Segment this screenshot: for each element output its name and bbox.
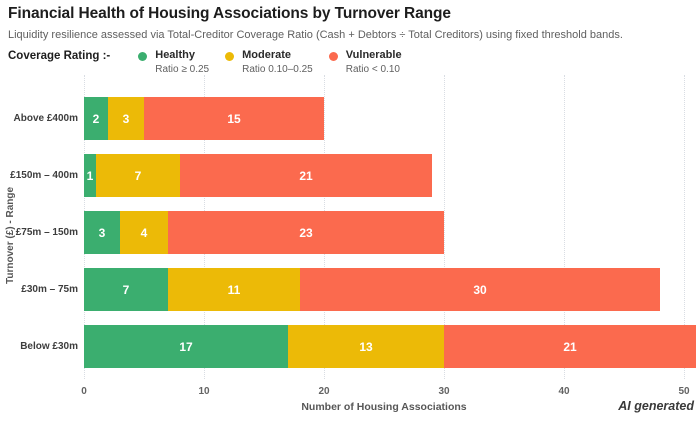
bar-segment-vulnerable: 21 [180, 154, 432, 197]
legend-item-label: Moderate [242, 49, 292, 61]
x-tick-label: 0 [81, 386, 87, 397]
legend-item: Healthy Ratio ≥ 0.25 [138, 49, 209, 75]
bar-row: 1 7 21 [84, 154, 432, 197]
bar-segment-vulnerable: 15 [144, 97, 324, 140]
legend-title: Coverage Rating :- [8, 50, 111, 62]
gridline [564, 75, 565, 379]
legend-item-sublabel: Ratio ≥ 0.25 [155, 64, 210, 75]
legend-item-label: Healthy [155, 49, 195, 61]
bar-row: 7 11 30 [84, 268, 660, 311]
bar-segment-vulnerable: 30 [300, 268, 660, 311]
category-label: £75m – 150m [15, 226, 78, 238]
category-label: Below £30m [20, 340, 78, 352]
bar-segment-moderate: 13 [288, 325, 444, 368]
bar-row: 2 3 15 [84, 97, 324, 140]
y-axis-title: Turnover (£) - Range [5, 186, 16, 284]
bar-segment-moderate: 7 [96, 154, 180, 197]
bar-segment-moderate: 4 [120, 211, 168, 254]
bar-segment-moderate: 11 [168, 268, 300, 311]
category-label: Above £400m [13, 112, 78, 124]
bar-segment-healthy: 17 [84, 325, 288, 368]
x-tick-label: 10 [198, 386, 210, 397]
bar-segment-vulnerable: 23 [168, 211, 444, 254]
legend: Coverage Rating :- Healthy Ratio ≥ 0.25 Mo… [8, 49, 418, 75]
x-tick-label: 40 [558, 386, 570, 397]
gridline [444, 75, 445, 379]
category-label: £30m – 75m [21, 283, 78, 295]
legend-item-sublabel: Ratio < 0.10 [345, 64, 400, 75]
chart-title: Financial Health of Housing Associations… [8, 5, 451, 22]
bar-segment-moderate: 3 [108, 97, 144, 140]
legend-item-text: Vulnerable Ratio < 0.10 [346, 49, 402, 75]
vulnerable-dot-icon [328, 52, 338, 61]
moderate-dot-icon [225, 52, 235, 61]
bar-row: 17 13 21 [84, 325, 696, 368]
legend-item: Moderate Ratio 0.10–0.25 [225, 49, 313, 75]
bar-segment-healthy: 7 [84, 268, 168, 311]
x-tick-label: 30 [438, 386, 450, 397]
ai-generated-watermark: AI generated [618, 399, 694, 413]
chart-subtitle: Liquidity resilience assessed via Total-… [8, 29, 623, 41]
bar-segment-healthy: 1 [84, 154, 96, 197]
legend-item-sublabel: Ratio 0.10–0.25 [242, 64, 313, 75]
x-tick-label: 50 [678, 386, 690, 397]
gridline [684, 75, 685, 379]
bar-segment-healthy: 3 [84, 211, 120, 254]
x-tick-label: 20 [318, 386, 330, 397]
x-axis-title: Number of Housing Associations [301, 401, 467, 413]
legend-item-text: Healthy Ratio ≥ 0.25 [155, 49, 209, 75]
category-label: £150m – 400m [10, 169, 78, 181]
healthy-dot-icon [138, 52, 148, 61]
legend-items: Healthy Ratio ≥ 0.25 Moderate Ratio 0.10–0.… [138, 49, 417, 75]
legend-item-label: Vulnerable [345, 49, 402, 61]
legend-item-text: Moderate Ratio 0.10–0.25 [242, 49, 313, 75]
legend-item: Vulnerable Ratio < 0.10 [328, 49, 402, 75]
bar-segment-healthy: 2 [84, 97, 108, 140]
bar-row: 3 4 23 [84, 211, 444, 254]
bar-segment-vulnerable: 21 [444, 325, 696, 368]
